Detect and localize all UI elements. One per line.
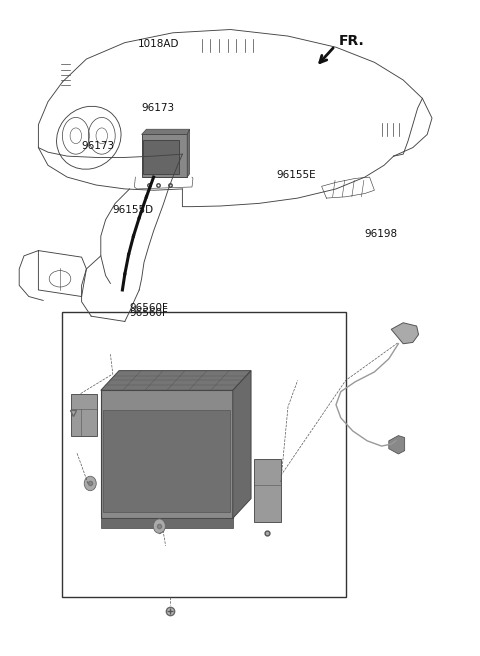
Text: 96173: 96173 bbox=[142, 103, 175, 113]
Text: 96155D: 96155D bbox=[113, 205, 154, 215]
Text: 96155E: 96155E bbox=[276, 171, 316, 180]
Polygon shape bbox=[101, 371, 251, 390]
Bar bbox=[143, 140, 179, 174]
Polygon shape bbox=[233, 371, 251, 518]
Text: 96560F: 96560F bbox=[130, 303, 168, 313]
Text: 96198: 96198 bbox=[365, 230, 398, 239]
FancyBboxPatch shape bbox=[71, 394, 97, 436]
Polygon shape bbox=[389, 436, 405, 454]
Text: 96173: 96173 bbox=[82, 141, 115, 151]
FancyBboxPatch shape bbox=[254, 459, 281, 522]
Polygon shape bbox=[142, 129, 190, 134]
Text: FR.: FR. bbox=[338, 34, 364, 49]
FancyBboxPatch shape bbox=[142, 134, 187, 177]
Text: 1018AD: 1018AD bbox=[138, 39, 179, 49]
Ellipse shape bbox=[154, 519, 165, 533]
Text: 96560F: 96560F bbox=[130, 308, 168, 318]
Bar bbox=[101, 390, 233, 518]
Bar bbox=[62, 312, 346, 597]
Bar bbox=[103, 410, 230, 512]
Bar bbox=[101, 518, 233, 528]
Ellipse shape bbox=[84, 476, 96, 491]
Polygon shape bbox=[391, 323, 419, 344]
Polygon shape bbox=[187, 129, 190, 177]
